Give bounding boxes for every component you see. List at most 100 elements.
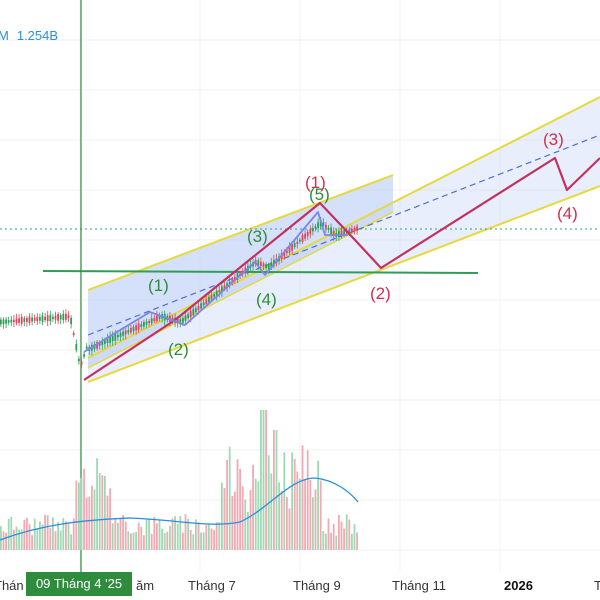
candle-body-2574 bbox=[257, 260, 260, 266]
candle-body-208 bbox=[20, 316, 23, 324]
volume-bar-2912 bbox=[291, 452, 293, 550]
volume-bar-1872 bbox=[187, 518, 189, 550]
volume-bar-3120 bbox=[312, 497, 314, 550]
volume-bar-2418 bbox=[241, 486, 244, 550]
volume-bar-754 bbox=[75, 480, 78, 550]
volume-bar-1586 bbox=[158, 520, 161, 550]
candle-body-1768 bbox=[176, 318, 179, 324]
volume-bar-3458 bbox=[345, 514, 348, 550]
volume-bar-78 bbox=[7, 518, 10, 550]
x-tick-0: Thán bbox=[0, 578, 24, 593]
candle-body-78 bbox=[7, 320, 10, 323]
volume-bar-728 bbox=[72, 518, 75, 550]
volume-bar-3302 bbox=[330, 532, 332, 550]
volume-bar-3094 bbox=[309, 480, 312, 550]
volume-bar-3406 bbox=[340, 521, 343, 550]
candle-body-2860 bbox=[286, 250, 288, 253]
candle-body-2730 bbox=[273, 259, 275, 266]
candle-body-260 bbox=[26, 318, 28, 322]
candle-body-2964 bbox=[296, 241, 299, 244]
volume-bar-2210 bbox=[221, 482, 223, 550]
candle-body-442 bbox=[44, 316, 46, 321]
minor-wave-path bbox=[83, 211, 348, 353]
minor-wave-label-1: (1) bbox=[148, 276, 169, 295]
volume-bar-2054 bbox=[205, 524, 208, 550]
volume-bar-2860 bbox=[286, 496, 288, 550]
candle-body-1976 bbox=[197, 306, 200, 310]
volume-bar-2652 bbox=[265, 410, 267, 550]
volume-bar-2990 bbox=[299, 478, 301, 550]
candle-body-1898 bbox=[189, 310, 192, 318]
candle-body-3094 bbox=[309, 229, 312, 235]
candle-body-234 bbox=[23, 318, 26, 322]
candle-body-3016 bbox=[301, 234, 304, 242]
volume-bar-26 bbox=[2, 531, 5, 550]
major-wave-label-2: (2) bbox=[370, 284, 391, 303]
candle-body-130 bbox=[13, 319, 15, 323]
candle-body-1534 bbox=[153, 318, 156, 322]
candle-body-2600 bbox=[260, 261, 262, 267]
volume-ma-line bbox=[0, 477, 359, 541]
volume-bar-1976 bbox=[197, 522, 200, 550]
candle-body-3172 bbox=[317, 222, 319, 229]
volume-bar-1196 bbox=[119, 518, 122, 550]
volume-bar-572 bbox=[57, 522, 59, 550]
candle-body-1196 bbox=[119, 332, 122, 337]
volume-bar-1742 bbox=[174, 516, 176, 550]
volume-bar-494 bbox=[49, 528, 52, 550]
candle-body-1040 bbox=[104, 339, 106, 344]
candle-body-988 bbox=[98, 342, 101, 347]
volume-bar-3328 bbox=[332, 523, 335, 550]
candle-body-624 bbox=[62, 313, 65, 321]
candle-body-1092 bbox=[109, 336, 111, 343]
candle-body-494 bbox=[49, 314, 52, 322]
candle-body-598 bbox=[59, 315, 62, 320]
volume-bar-3198 bbox=[319, 480, 322, 550]
volume-bar-1482 bbox=[148, 519, 150, 550]
volume-bar-468 bbox=[46, 515, 49, 550]
volume-bar-3276 bbox=[327, 518, 330, 550]
volume-bar-2834 bbox=[283, 452, 286, 550]
volume-bar-3146 bbox=[314, 489, 317, 550]
candle-body-1482 bbox=[148, 320, 150, 324]
volume-bar-1664 bbox=[166, 531, 169, 550]
volume-bar-390 bbox=[39, 521, 41, 550]
candle-body-3380 bbox=[338, 231, 340, 237]
volume-bar-2548 bbox=[254, 478, 257, 550]
volume-bar-1898 bbox=[189, 529, 192, 550]
volume-bar-2080 bbox=[208, 523, 210, 550]
volume-bar-1508 bbox=[150, 533, 153, 550]
volume-bar-1222 bbox=[122, 515, 124, 550]
candle-body-1846 bbox=[184, 315, 187, 322]
volume-bar-2288 bbox=[228, 446, 231, 550]
volume-bar-3224 bbox=[322, 531, 325, 550]
volume-bar-1950 bbox=[195, 519, 197, 550]
volume-bar-2444 bbox=[244, 499, 247, 550]
support-line bbox=[42, 270, 479, 274]
candle-body-2340 bbox=[234, 277, 236, 281]
candle-body-1300 bbox=[130, 327, 132, 333]
volume-bar-2782 bbox=[278, 482, 280, 550]
volume-bar-806 bbox=[80, 477, 83, 550]
candle-body-702 bbox=[70, 317, 72, 325]
volume-label: M bbox=[0, 28, 9, 43]
volume-bar-884 bbox=[88, 496, 91, 550]
candle-body-3406 bbox=[340, 230, 343, 237]
candle-body-1586 bbox=[158, 315, 161, 320]
volume-bar-52 bbox=[5, 532, 7, 550]
volume-bar-2366 bbox=[236, 459, 239, 550]
major-wave-label-4: (4) bbox=[557, 204, 578, 223]
minor-wave-label-5: (5) bbox=[309, 185, 330, 204]
volume-bar-1768 bbox=[176, 523, 179, 550]
candle-body-2288 bbox=[228, 281, 231, 285]
volume-value: 1.254B bbox=[16, 28, 59, 43]
candle-body-754 bbox=[75, 343, 78, 351]
candle-body-546 bbox=[54, 315, 57, 320]
volume-bar-2730 bbox=[273, 430, 275, 550]
x-tick-2: Tháng 9 bbox=[293, 578, 341, 593]
volume-bar-416 bbox=[41, 524, 44, 550]
volume-bar-702 bbox=[70, 534, 72, 550]
candle-body-3250 bbox=[325, 224, 327, 229]
volume-bar-2392 bbox=[239, 468, 241, 550]
volume-bar-3484 bbox=[348, 519, 351, 550]
